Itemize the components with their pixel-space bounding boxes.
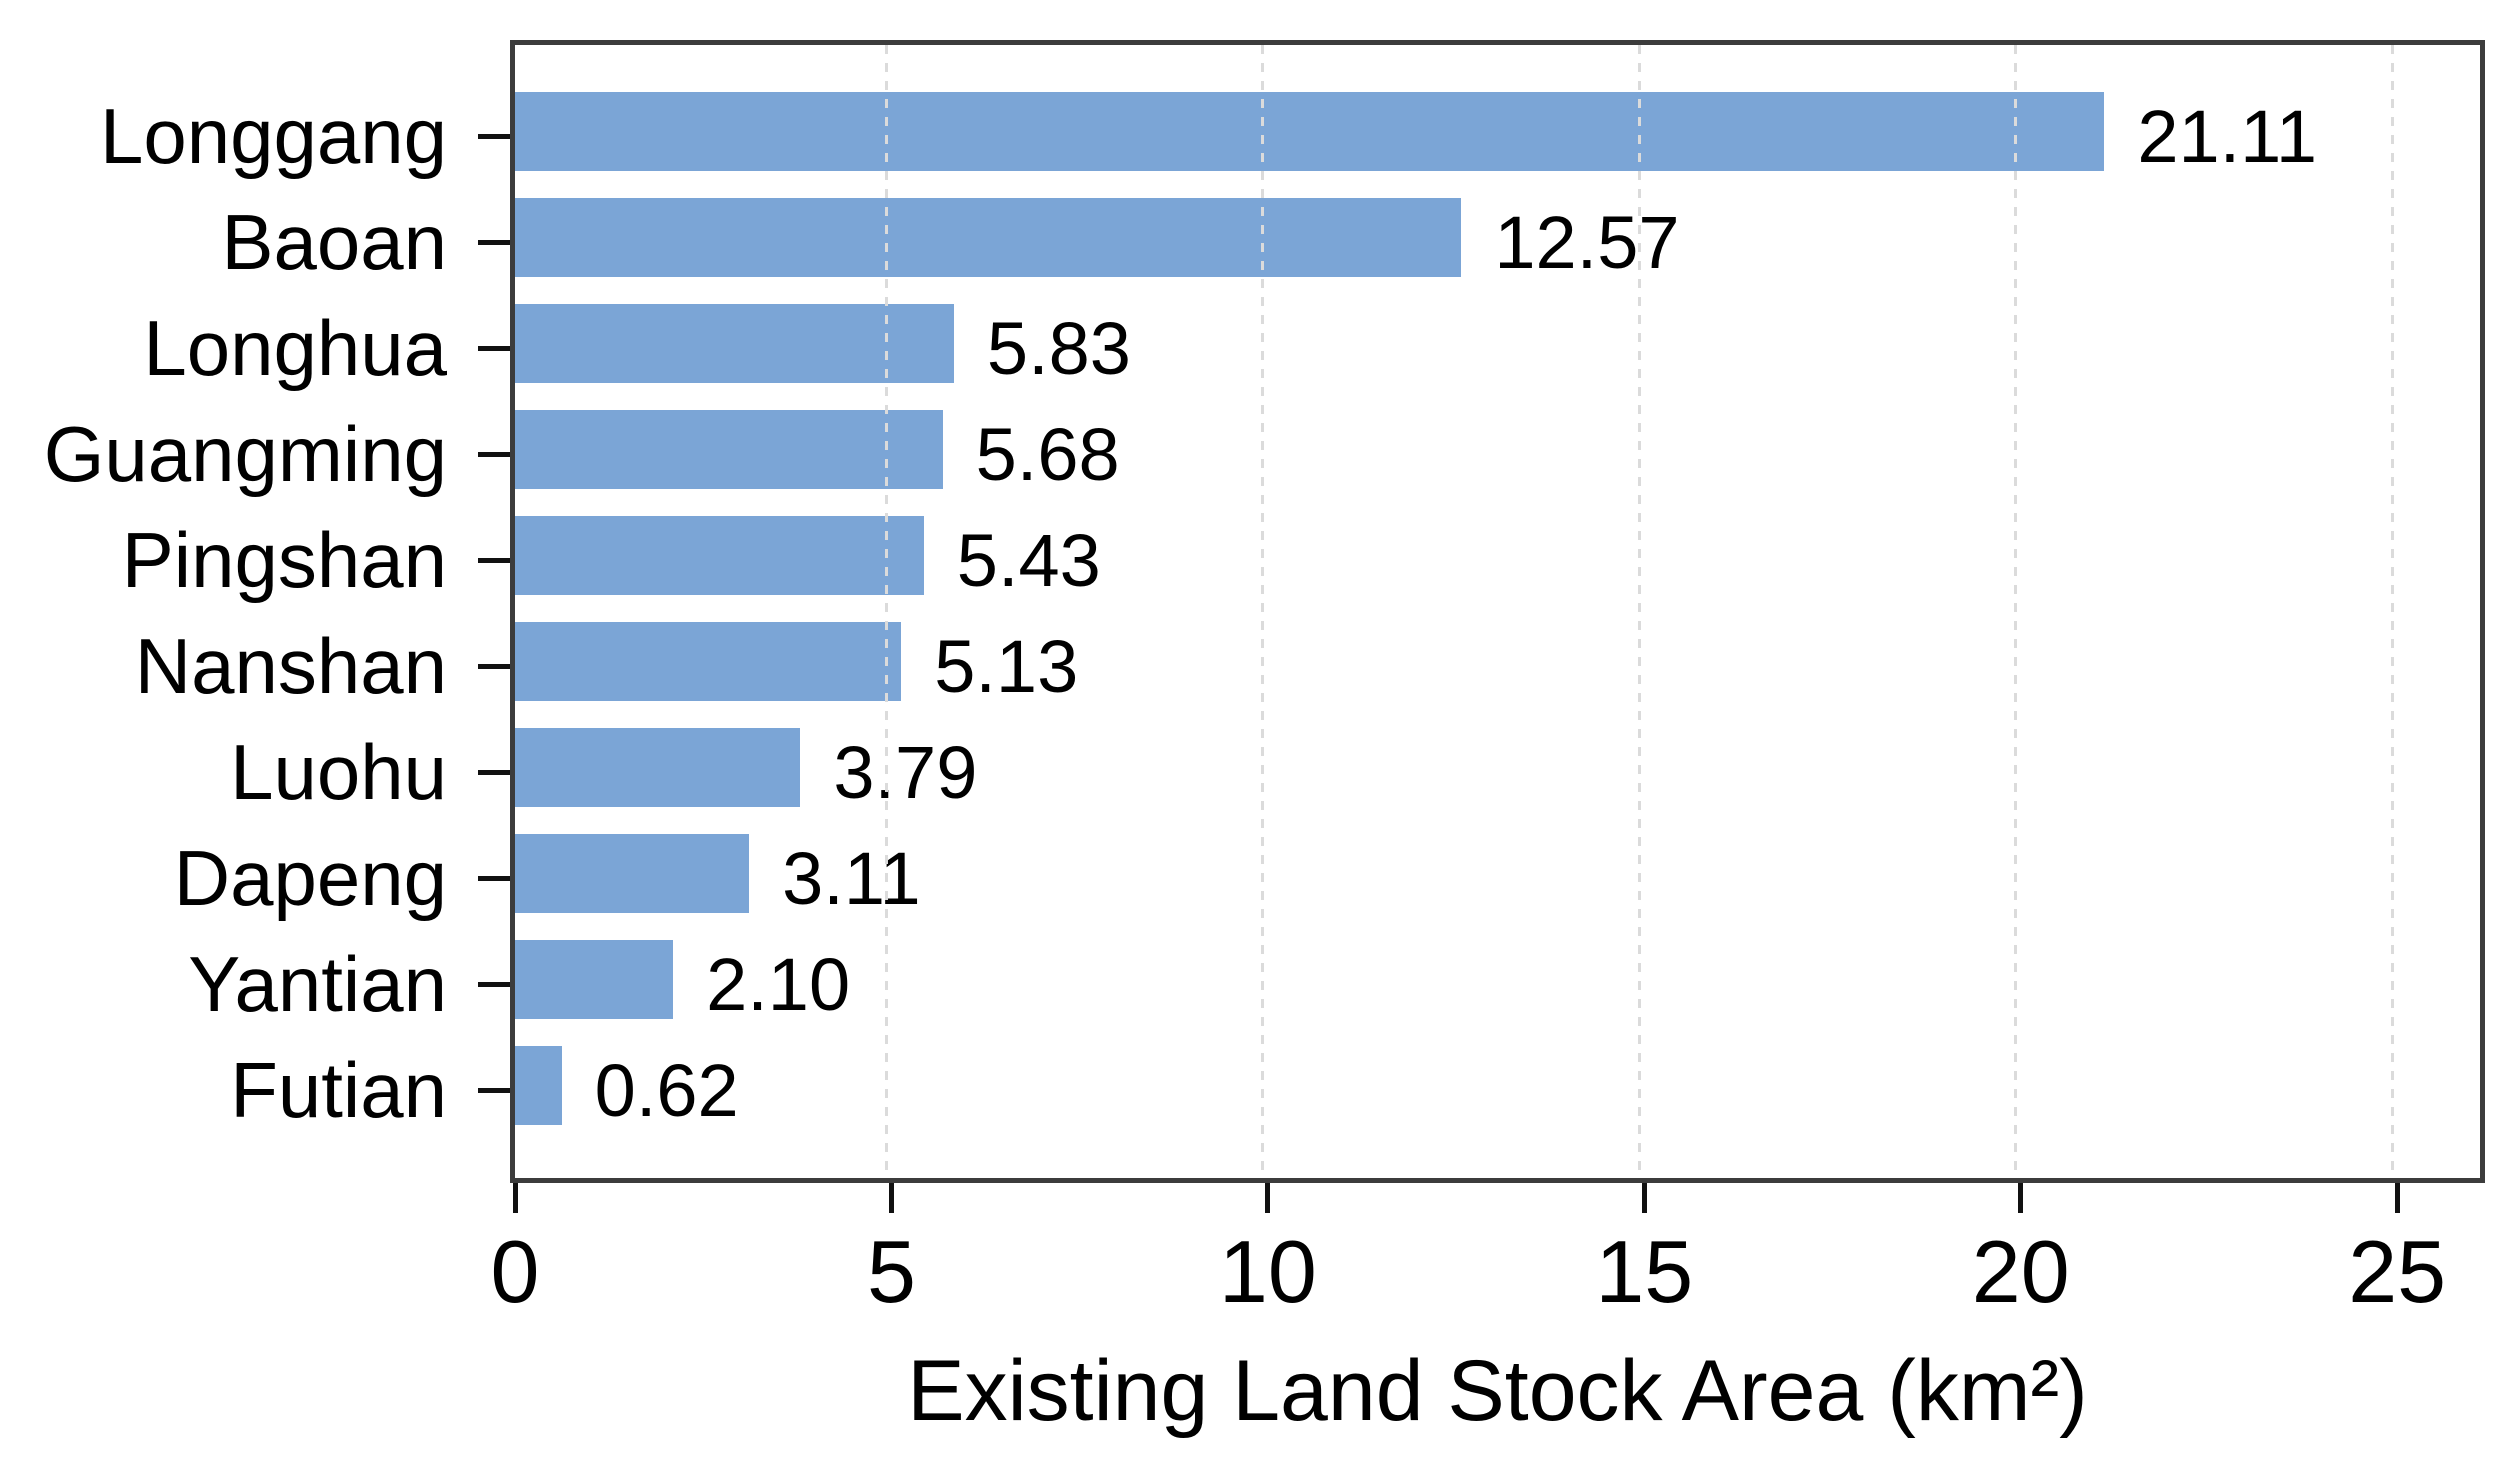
y-tick-mark bbox=[478, 558, 510, 563]
y-tick-mark bbox=[478, 1088, 510, 1093]
category-label: Pingshan bbox=[121, 516, 447, 604]
bar bbox=[515, 92, 2105, 171]
bar-value-label: 0.62 bbox=[594, 1049, 739, 1132]
bar-value-label: 2.10 bbox=[706, 943, 851, 1026]
x-tick-label: 20 bbox=[1971, 1222, 2070, 1321]
bar bbox=[515, 198, 1462, 277]
bar-value-label: 5.68 bbox=[975, 413, 1120, 496]
bar-value-label: 21.11 bbox=[2137, 95, 2318, 178]
y-tick-mark bbox=[478, 452, 510, 457]
category-label: Longhua bbox=[143, 304, 447, 392]
gridline bbox=[1261, 45, 1265, 1178]
category-label: Nanshan bbox=[134, 622, 447, 710]
x-tick-label: 5 bbox=[866, 1222, 916, 1321]
bar bbox=[515, 410, 943, 489]
gridline bbox=[2390, 45, 2394, 1178]
y-tick-mark bbox=[478, 346, 510, 351]
x-tick-mark bbox=[2394, 1183, 2400, 1213]
bar-value-label: 3.11 bbox=[782, 837, 921, 920]
gridline bbox=[1637, 45, 1641, 1178]
x-tick-label: 25 bbox=[2348, 1222, 2447, 1321]
y-tick-mark bbox=[478, 664, 510, 669]
bar bbox=[515, 1046, 562, 1125]
x-tick-mark bbox=[888, 1183, 894, 1213]
category-label: Luohu bbox=[230, 728, 447, 816]
y-tick-mark bbox=[478, 134, 510, 139]
bar-value-label: 5.83 bbox=[986, 307, 1131, 390]
bar bbox=[515, 304, 954, 383]
category-label: Longgang bbox=[99, 92, 447, 180]
plot-area bbox=[510, 40, 2485, 1183]
x-tick-label: 10 bbox=[1218, 1222, 1317, 1321]
x-tick-mark bbox=[1265, 1183, 1271, 1213]
y-tick-mark bbox=[478, 770, 510, 775]
gridline bbox=[884, 45, 888, 1178]
x-tick-label: 15 bbox=[1595, 1222, 1694, 1321]
category-label: Dapeng bbox=[173, 834, 447, 922]
bar bbox=[515, 940, 674, 1019]
bar bbox=[515, 622, 902, 701]
bar bbox=[515, 516, 924, 595]
bar bbox=[515, 834, 750, 913]
bar-value-label: 3.79 bbox=[833, 731, 978, 814]
x-tick-mark bbox=[1641, 1183, 1647, 1213]
x-tick-label: 0 bbox=[490, 1222, 540, 1321]
y-tick-mark bbox=[478, 240, 510, 245]
gridline bbox=[2014, 45, 2018, 1178]
category-label: Baoan bbox=[221, 198, 447, 286]
category-label: Yantian bbox=[188, 940, 447, 1028]
bar-value-label: 5.13 bbox=[934, 625, 1079, 708]
bar bbox=[515, 728, 801, 807]
bar-value-label: 5.43 bbox=[956, 519, 1101, 602]
x-axis-title: Existing Land Stock Area (km²) bbox=[907, 1343, 2088, 1439]
bar-value-label: 12.57 bbox=[1494, 201, 1680, 284]
x-tick-mark bbox=[2018, 1183, 2024, 1213]
category-label: Guangming bbox=[43, 410, 447, 498]
category-label: Futian bbox=[230, 1046, 447, 1134]
y-tick-mark bbox=[478, 982, 510, 987]
y-tick-mark bbox=[478, 876, 510, 881]
x-tick-mark bbox=[512, 1183, 518, 1213]
